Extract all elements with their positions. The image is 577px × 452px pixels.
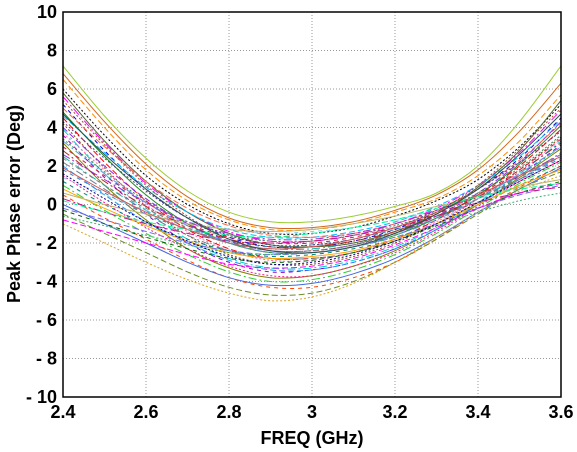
series-line	[62, 113, 562, 254]
y-tick-label: - 10	[26, 387, 57, 407]
x-tick-label: 2.4	[50, 402, 75, 422]
series-lines	[62, 65, 562, 302]
y-tick-label: 4	[47, 118, 57, 138]
series-line	[62, 121, 562, 247]
x-tick-label: 2.8	[216, 402, 241, 422]
y-tick-label: - 8	[36, 349, 57, 369]
x-tick-label: 3.6	[548, 402, 573, 422]
y-tick-label: 8	[47, 41, 57, 61]
y-axis-label: Peak Phase error (Deg)	[4, 105, 24, 303]
series-line	[62, 73, 562, 230]
series-line	[62, 180, 562, 263]
y-tick-label: - 6	[36, 310, 57, 330]
series-line	[62, 155, 562, 250]
series-line	[62, 153, 562, 253]
y-tick-label: 10	[37, 2, 57, 22]
series-line	[62, 159, 562, 278]
x-axis-label: FREQ (GHz)	[261, 428, 364, 448]
series-line	[62, 171, 562, 296]
series-line	[62, 159, 562, 266]
series-line	[62, 169, 562, 260]
plot-frame	[62, 11, 562, 398]
y-tick-label: 2	[47, 156, 57, 176]
x-tick-label: 3.2	[382, 402, 407, 422]
series-line	[62, 157, 562, 248]
series-line	[62, 121, 562, 253]
series-line	[62, 138, 562, 245]
series-line	[62, 182, 562, 269]
series-line	[62, 175, 562, 302]
y-tick-labels: 10 8 6 4 2 0 - 2 - 4 - 6 - 8 - 10	[26, 2, 57, 407]
series-line	[62, 115, 562, 239]
series-line	[62, 165, 562, 258]
x-tick-label: 2.6	[133, 402, 158, 422]
y-tick-label: 0	[47, 195, 57, 215]
x-tick-label: 3	[307, 402, 317, 422]
x-tick-label: 3.4	[465, 402, 490, 422]
series-line	[62, 186, 562, 244]
series-line	[62, 177, 562, 234]
y-tick-label: - 4	[36, 272, 57, 292]
series-line	[62, 65, 562, 224]
series-line	[62, 134, 562, 243]
y-tick-label: - 2	[36, 233, 57, 253]
series-line	[62, 79, 562, 231]
y-tick-label: 6	[47, 79, 57, 99]
series-line	[62, 140, 562, 255]
x-tick-labels: 2.4 2.6 2.8 3 3.2 3.4 3.6	[50, 402, 573, 422]
series-line	[62, 182, 562, 238]
